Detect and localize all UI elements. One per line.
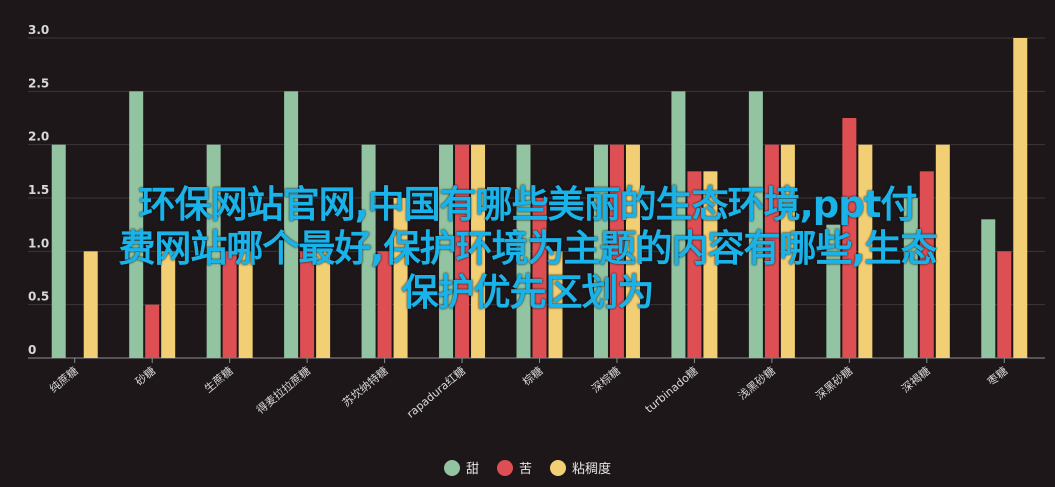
bar-viscosity[interactable] [548,251,563,358]
y-tick-label: 0.5 [28,290,49,304]
y-tick-label: 1.0 [28,236,49,250]
x-tick-label: 得麦拉拉蔗糖 [253,364,313,417]
overlay-line-2: 费网站哪个最好,保护环境为主题的内容有哪些,生态 [118,227,937,270]
bar-viscosity[interactable] [471,144,486,358]
y-tick-label: 3.0 [28,23,49,37]
bar-sweet[interactable] [516,144,531,358]
bar-sweet[interactable] [981,219,996,358]
bar-sweet[interactable] [748,91,763,358]
legend-swatch-viscosity [550,459,566,476]
x-tick-label: 纯蔗糖 [46,364,80,396]
bar-viscosity[interactable] [858,144,873,358]
bar-bitter[interactable] [609,144,624,358]
overlay-line-1: 环保网站官网,中国有哪些美丽的生态环境,ppt付 [138,183,918,226]
bar-sweet[interactable] [51,144,66,358]
bar-viscosity[interactable] [83,251,98,358]
y-tick-label: 0 [28,343,36,357]
bar-bitter[interactable] [687,171,702,358]
bar-sweet[interactable] [826,224,841,358]
bar-bitter[interactable] [300,251,315,358]
bar-bitter[interactable] [919,171,934,358]
bar-bitter[interactable] [842,118,857,358]
bar-sweet[interactable] [206,144,221,358]
bar-viscosity[interactable] [935,144,950,358]
legend-item-bitter[interactable]: 苦 [496,458,532,477]
x-tick-label: turbinado糖 [642,364,700,416]
bar-sweet[interactable] [671,91,686,358]
bar-viscosity[interactable] [625,144,640,358]
overlay-caption: 环保网站官网,中国有哪些美丽的生态环境,ppt付 费网站哪个最好,保护环境为主题… [0,183,1055,315]
x-tick-label: 深褐糖 [898,364,932,396]
bar-sweet[interactable] [284,91,299,358]
bar-sweet[interactable] [593,144,608,358]
x-tick-label: 深棕糖 [589,364,623,396]
legend-swatch-bitter [496,459,513,476]
bar-bitter[interactable] [145,304,160,358]
bar-viscosity[interactable] [316,251,331,358]
x-tick-label: 砂糖 [132,364,158,389]
x-tick-label: 棕糖 [520,364,546,389]
y-tick-label: 1.5 [28,183,49,197]
legend-item-viscosity[interactable]: 粘稠度 [550,458,611,477]
bar-bitter[interactable] [455,144,470,358]
legend-label-viscosity: 粘稠度 [572,462,612,477]
bar-viscosity[interactable] [393,198,408,358]
bar-viscosity[interactable] [161,251,176,358]
bar-bitter[interactable] [222,251,237,358]
bar-viscosity[interactable] [780,144,795,358]
x-tick-label: 浅黑砂糖 [735,364,778,403]
bar-viscosity[interactable] [703,171,718,358]
x-tick-label: rapadura红糖 [404,364,468,421]
legend-item-sweet[interactable]: 甜 [443,458,479,477]
legend-label-sweet: 甜 [465,462,479,477]
bar-sweet[interactable] [439,144,454,358]
bar-viscosity[interactable] [238,251,253,358]
legend-label-bitter: 苦 [518,462,532,477]
bar-bitter[interactable] [997,251,1012,358]
bar-sweet[interactable] [129,91,144,358]
legend: 甜 苦 粘稠度 [0,458,1055,477]
x-tick-label: 深黑砂糖 [813,364,856,403]
bar-bitter[interactable] [377,251,392,358]
bar-sweet[interactable] [361,144,376,358]
x-tick-label: 枣糖 [984,364,1010,389]
bar-sweet[interactable] [903,198,918,358]
bar-bitter[interactable] [532,198,547,358]
x-tick-label: 生蔗糖 [201,364,235,396]
bar-viscosity[interactable] [1013,38,1028,358]
y-tick-label: 2.5 [28,76,49,90]
x-tick-label: 苏坎纳特糖 [339,364,390,410]
overlay-line-3: 保护优先区划为 [401,271,655,314]
bar-bitter[interactable] [764,144,779,358]
y-tick-label: 2.0 [28,130,49,144]
legend-swatch-sweet [443,459,460,476]
